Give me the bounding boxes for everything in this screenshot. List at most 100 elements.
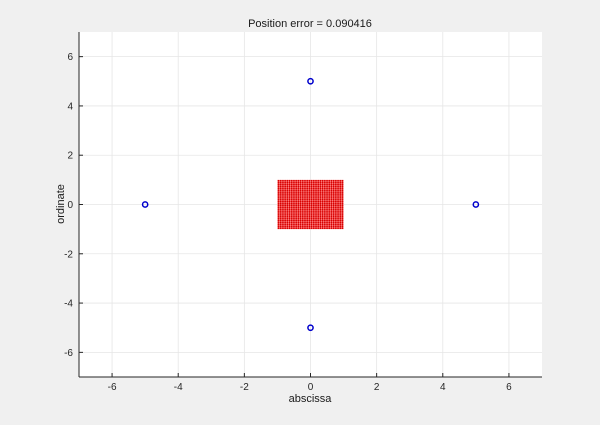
red-dot (334, 185, 337, 188)
red-dot (332, 217, 335, 220)
red-dot (277, 214, 280, 216)
red-dot (330, 191, 333, 194)
red-dot (297, 193, 300, 195)
red-dot (295, 183, 298, 186)
red-dot (299, 191, 302, 194)
red-dot (312, 227, 315, 230)
red-dot (306, 206, 309, 209)
red-dot (290, 215, 293, 218)
red-dot (288, 208, 291, 211)
red-dot (288, 179, 291, 182)
red-dot (341, 204, 344, 207)
red-dot (317, 191, 320, 194)
red-dot (332, 179, 335, 182)
red-dot (317, 204, 320, 207)
red-dot (301, 204, 304, 207)
red-dot (321, 195, 324, 197)
red-dot (339, 196, 342, 199)
red-dot (288, 198, 291, 201)
red-dot (308, 198, 311, 201)
circle-marker (141, 201, 149, 208)
red-dot (326, 187, 328, 190)
red-dot (306, 202, 309, 205)
red-dot (290, 198, 293, 201)
red-dot (277, 225, 280, 228)
red-dot (293, 195, 295, 197)
red-dot (334, 195, 337, 197)
red-dot (277, 202, 280, 205)
red-dot (339, 202, 342, 205)
red-dot (330, 221, 333, 224)
red-dot (321, 215, 324, 218)
red-dot (301, 187, 304, 190)
red-dot (304, 183, 306, 186)
red-dot (299, 189, 302, 192)
red-dot (341, 206, 344, 209)
red-dot (295, 210, 298, 213)
red-dot (293, 187, 295, 190)
red-dot (341, 193, 344, 195)
red-dot (317, 193, 320, 195)
red-dot (319, 227, 322, 230)
y-tick-label: -2 (64, 249, 73, 260)
red-dot (339, 210, 342, 213)
red-dot (337, 210, 339, 213)
red-dot (277, 183, 280, 186)
red-dot (304, 217, 306, 220)
red-dot (328, 189, 331, 192)
red-dot (293, 219, 295, 222)
red-dot (306, 196, 309, 199)
red-dot (304, 195, 306, 197)
red-dot (299, 198, 302, 201)
red-dot (341, 223, 344, 226)
red-dot (288, 181, 291, 184)
red-dot (293, 200, 295, 203)
red-dot (334, 206, 337, 209)
red-dot (299, 204, 302, 207)
red-dot (341, 181, 344, 184)
red-dot (282, 215, 284, 218)
red-dot (290, 189, 293, 192)
red-dot (337, 214, 339, 216)
red-dot (306, 198, 309, 201)
red-dot (328, 179, 331, 182)
red-dot (310, 183, 313, 186)
red-dot (326, 198, 328, 201)
red-dot (317, 196, 320, 199)
red-dot (282, 191, 284, 194)
red-dot (310, 200, 313, 203)
red-dot (295, 206, 298, 209)
red-dot (312, 179, 315, 182)
red-dot (321, 210, 324, 213)
red-dot (299, 183, 302, 186)
red-dot (321, 223, 324, 226)
red-dot (319, 210, 322, 213)
red-dot (326, 225, 328, 228)
red-dot (332, 208, 335, 211)
red-dot (288, 185, 291, 188)
red-dot (321, 208, 324, 211)
red-dot (293, 206, 295, 209)
red-dot (284, 196, 287, 199)
red-dot (288, 204, 291, 207)
red-dot (304, 202, 306, 205)
red-dot (304, 210, 306, 213)
red-dot (310, 202, 313, 205)
red-dot (339, 187, 342, 190)
red-dot (312, 181, 315, 184)
red-dot (310, 196, 313, 199)
red-dot (290, 223, 293, 226)
red-dot (299, 225, 302, 228)
red-dot (328, 195, 331, 197)
red-dot (321, 225, 324, 228)
red-dot (279, 206, 282, 209)
red-dot (341, 210, 344, 213)
red-dot (330, 202, 333, 205)
red-dot (341, 202, 344, 205)
red-dot (334, 181, 337, 184)
red-dot (341, 187, 344, 190)
red-dot (310, 181, 313, 184)
red-dot (299, 185, 302, 188)
red-dot (321, 221, 324, 224)
red-dot (284, 208, 287, 211)
